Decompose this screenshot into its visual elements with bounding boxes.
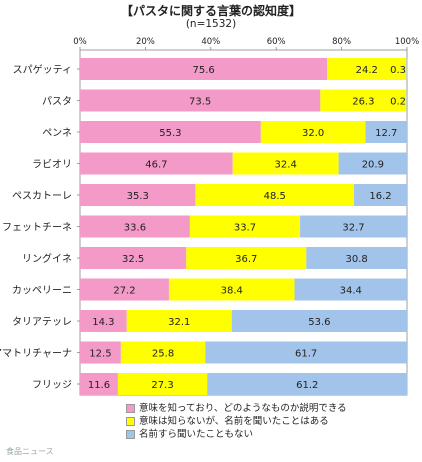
bar-segment [80, 121, 261, 143]
bar-segment [306, 247, 407, 269]
legend-item-unknown: 名前すら聞いたこともない [126, 428, 347, 441]
data-label: 32.7 [342, 223, 364, 234]
legend-swatch-yellow [126, 417, 135, 426]
data-label: 36.7 [235, 254, 257, 265]
data-label: 55.3 [159, 128, 181, 139]
bar-segment [205, 341, 407, 364]
data-label: 16.2 [369, 191, 391, 202]
bar-segment [260, 121, 366, 143]
watermark: 食品ニュース [6, 447, 54, 456]
data-label: 32.1 [168, 317, 190, 328]
bar-segment [365, 121, 407, 143]
bar-segment [80, 58, 328, 80]
bar-segment [117, 373, 208, 395]
data-label: 24.2 [356, 65, 378, 76]
bar-segment [80, 341, 121, 364]
bar-segment [231, 310, 407, 332]
category-label: タリアテッレ [12, 316, 72, 328]
bar-segment [120, 341, 206, 364]
data-label: 48.5 [264, 191, 286, 202]
bar-segment [327, 58, 407, 80]
x-tick-label: 60% [267, 37, 286, 47]
data-label: 46.7 [145, 160, 167, 171]
data-label: 34.4 [340, 286, 362, 297]
legend-label: 意味は知らないが、名前を聞いたことはある [139, 416, 329, 427]
data-label: 35.3 [127, 191, 149, 202]
legend-swatch-blue [126, 430, 135, 439]
data-label: 53.6 [308, 317, 330, 328]
category-label: ペンネ [42, 127, 72, 139]
bar-segment [186, 247, 307, 269]
data-label: 20.9 [362, 160, 384, 171]
data-label: 27.2 [113, 286, 135, 297]
category-label: フリッジ [32, 380, 72, 391]
category-label: リングイネ [22, 252, 72, 265]
bar-segment [80, 215, 190, 238]
bar-segment [338, 152, 407, 175]
x-tick-label: 0% [73, 37, 87, 47]
data-label: 25.8 [152, 349, 174, 360]
data-label: 0.2 [390, 97, 406, 108]
legend-swatch-pink [126, 404, 135, 413]
legend-item-heard: 意味は知らないが、名前を聞いたことはある [126, 415, 347, 428]
data-label: 32.4 [275, 160, 297, 171]
data-label: 73.5 [189, 97, 211, 108]
data-label: 32.5 [122, 254, 144, 265]
data-label: 27.3 [151, 380, 173, 391]
data-label: 61.7 [295, 349, 317, 360]
bar-segment [168, 278, 295, 301]
bar-segment [80, 89, 321, 112]
legend-label: 名前すら聞いたこともない [139, 429, 254, 440]
data-label: 30.8 [346, 254, 368, 265]
bar-segment [189, 215, 301, 238]
data-label: 12.7 [375, 128, 397, 139]
bar-segment [80, 278, 169, 301]
data-label: 26.3 [352, 97, 374, 108]
bar-segment [232, 152, 339, 175]
data-label: 38.4 [221, 286, 243, 297]
legend: 意味を知っており、どのようなものか説明できる 意味は知らないが、名前を聞いたこと… [126, 402, 347, 441]
bar-segment [195, 184, 355, 206]
data-label: 33.6 [124, 223, 146, 234]
category-label: フェットチーネ [2, 222, 72, 234]
bar-segment [406, 89, 407, 112]
chart-subtitle: (n=1532) [185, 18, 237, 30]
category-label: アマトリチャーナ [0, 348, 72, 360]
bar-segment [207, 373, 408, 395]
data-label: 32.0 [302, 128, 324, 139]
bar-segment [126, 310, 232, 332]
bar-segment [406, 58, 408, 80]
legend-label: 意味を知っており、どのようなものか説明できる [139, 403, 347, 414]
category-label: スパゲッティ [13, 64, 72, 76]
data-label: 33.7 [234, 223, 256, 234]
data-label: 12.5 [89, 349, 111, 360]
x-tick-label: 40% [201, 37, 220, 47]
bar-segment [80, 310, 127, 332]
bar-segment [80, 184, 196, 206]
category-label: カッペリーニ [12, 285, 72, 297]
data-label: 14.3 [92, 317, 114, 328]
bar-segment [80, 373, 118, 395]
bar-segment [300, 215, 407, 238]
category-label: ラビオリ [32, 159, 72, 171]
category-label: パスタ [42, 96, 72, 108]
chart-title: 【パスタに関する言葉の認知度】 [120, 4, 301, 18]
bar-segment [354, 184, 407, 206]
data-label: 75.6 [192, 65, 214, 76]
x-tick-label: 80% [332, 37, 351, 47]
x-tick-label: 20% [136, 37, 155, 47]
stacked-bar-chart: 0% 20% 40% 60% 80% 100% スパゲッティ 75.6 24.2 0.3 パスタ 73… [0, 37, 419, 396]
legend-item-explain: 意味を知っており、どのようなものか説明できる [126, 402, 347, 415]
data-label: 0.3 [390, 65, 406, 76]
bar-segment [80, 247, 187, 269]
bar-segment [80, 152, 233, 175]
x-tick-label: 100% [395, 37, 419, 47]
bar-segment [320, 89, 407, 112]
category-label: ペスカトーレ [12, 190, 72, 202]
bar-segment [294, 278, 407, 301]
data-label: 61.2 [296, 380, 318, 391]
data-label: 11.6 [88, 380, 110, 391]
